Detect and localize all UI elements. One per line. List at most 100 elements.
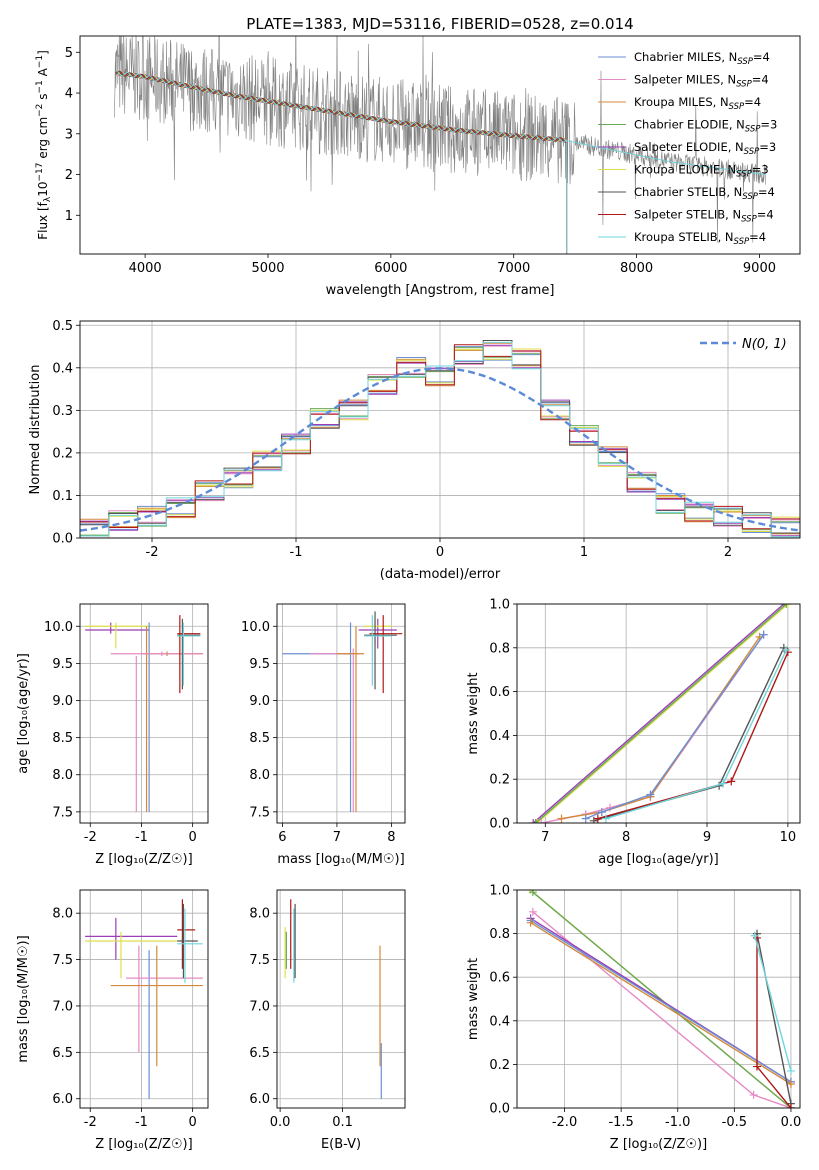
x-tick-label: -2: [84, 1115, 97, 1130]
legend-entry: Salpeter STELIB, NSSP=4: [634, 208, 774, 225]
weight_vs_Z-plot-area: [526, 890, 795, 1108]
plus-marker: [526, 918, 535, 927]
y-label-part: λ: [43, 196, 53, 202]
legend-entry: Kroupa ELODIE, NSSP=3: [634, 163, 769, 180]
y-tick-label: 0.1: [52, 489, 73, 504]
legend-entry: Kroupa MILES, NSSP=4: [634, 95, 761, 112]
x-tick-label: -0.5: [722, 1115, 747, 1130]
mass_vs_ebv-panel: 0.0 0.1 6.0 6.5 7.0 7.5 8.0 E(B-V): [249, 889, 406, 1152]
plus-marker: [719, 779, 728, 788]
y-tick-label: 7.5: [249, 953, 270, 968]
legend-subscript: SSP: [729, 102, 745, 112]
plus-marker: [581, 814, 590, 823]
x-tick-label: 0.0: [781, 1115, 802, 1130]
plus-marker: [749, 1090, 758, 1099]
plus-marker: [646, 790, 655, 799]
x-tick-label: 9000: [743, 261, 776, 276]
spectrum-panel: PLATE=1383, MJD=53116, FIBERID=0528, z=0…: [35, 15, 801, 298]
x-axis-label: Z [log₁₀(Z/Z☉)]: [95, 1137, 192, 1152]
y-axis-label: mass weight: [466, 672, 481, 754]
y-tick-label: 0.8: [489, 927, 510, 942]
y-axis-label: Normed distribution: [28, 365, 43, 495]
legend-text: Salpeter MILES, N: [634, 73, 736, 87]
mass_vs_ebv-plot-area: [284, 899, 382, 1099]
age_vs_mass-plot-area: [282, 611, 403, 812]
y-tick-label: 4: [65, 87, 73, 102]
legend-subscript: SSP: [736, 170, 752, 180]
weight-line: [536, 604, 789, 823]
y-tick-label: 0.4: [52, 361, 73, 376]
x-tick-label: -2.0: [552, 1115, 577, 1130]
y-axis-label: mass [log₁₀(M/M☉)]: [16, 935, 31, 1062]
plus-marker: [752, 1062, 761, 1071]
age_vs_mass-panel: 6 7 8 7.5 8.0 8.5 9.0 9.5 10.0 mass [log₁₀(M/M☉)]: [241, 603, 406, 867]
axes-frame: [276, 603, 406, 824]
legend-entry: Chabrier STELIB, NSSP=4: [634, 185, 775, 202]
plus-marker: [528, 890, 537, 897]
model-spectrum: [115, 71, 568, 254]
axes-frame: [276, 889, 406, 1109]
x-tick-label: -1.5: [608, 1115, 633, 1130]
weight-line: [532, 911, 792, 1108]
plus-marker: [537, 819, 546, 823]
plus-marker: [557, 814, 566, 823]
y-axis-label: Flux [fλ10−17 erg cm−2 s−1 A−1]: [35, 50, 53, 240]
axes-frame: [79, 320, 801, 539]
legend-text: Salpeter STELIB, N: [634, 208, 741, 222]
legend-text: Kroupa STELIB, N: [634, 230, 734, 244]
legend-tail: =4: [757, 208, 774, 222]
plus-marker: [786, 1066, 795, 1075]
plus-marker: [593, 814, 602, 823]
y-label-part: −1: [35, 55, 45, 68]
weight_vs_Z-panel: -2.0 -1.5 -1.0 -0.5 0.0 0.0 0.2 0.4 0.6 0.8 1.0 Z […: [466, 884, 801, 1153]
y-tick-label: 10.0: [241, 620, 270, 635]
y-tick-label: 0.4: [489, 1014, 510, 1029]
legend-tail: =4: [749, 230, 766, 244]
y-tick-label: 10.0: [44, 620, 73, 635]
x-tick-label: 0: [188, 1115, 196, 1130]
histogram-step: [80, 344, 800, 530]
y-tick-label: 1.0: [489, 884, 510, 899]
plus-marker: [529, 819, 538, 823]
y-tick-label: 9.0: [249, 694, 270, 709]
x-tick-label: 8: [622, 830, 630, 845]
x-tick-label: 6000: [374, 261, 407, 276]
weight_vs_age-plot-area: [529, 604, 792, 823]
y-tick-label: 8.0: [52, 907, 73, 922]
x-tick-label: -1.0: [665, 1115, 690, 1130]
x-tick-label: 5000: [251, 261, 284, 276]
y-tick-label: 6.5: [249, 1046, 270, 1061]
weight_vs_age-panel: 7 8 9 10 0.0 0.2 0.4 0.6 0.8 1.0 age [log₁₀(age/yr…: [466, 598, 801, 867]
plus-marker: [727, 777, 736, 786]
legend-subscript: SSP: [744, 147, 760, 157]
plus-marker: [759, 630, 768, 639]
axes-frame: [516, 603, 801, 824]
y-label-part: ]: [36, 50, 50, 55]
plus-marker: [533, 819, 542, 823]
x-tick-label: 9: [703, 830, 711, 845]
weight-line: [535, 604, 787, 823]
y-tick-label: 6.5: [52, 1046, 73, 1061]
x-tick-label: 0.0: [270, 1115, 291, 1130]
x-axis-label: mass [log₁₀(M/M☉)]: [277, 852, 404, 867]
y-tick-label: 7.5: [249, 805, 270, 820]
x-tick-label: 7: [333, 830, 341, 845]
x-tick-label: -2: [146, 545, 159, 560]
legend-tail: =4: [753, 50, 770, 64]
weight-line: [530, 919, 792, 1083]
mass_vs_Z-panel: -2 -1 0 6.0 6.5 7.0 7.5 8.0 Z [log₁₀(Z/Z☉)] mass …: [16, 889, 209, 1152]
age_vs_Z-panel: -2 -1 0 7.5 8.0 8.5 9.0 9.5 10.0 Z [log₁₀(Z/Z☉)] a…: [16, 603, 209, 867]
plus-marker: [589, 816, 598, 823]
model-spectrum: [115, 71, 568, 254]
legend-entry: Kroupa STELIB, NSSP=4: [634, 230, 766, 247]
y-tick-label: 8.0: [52, 768, 73, 783]
y-label-part: −2: [35, 104, 45, 117]
y-label-part: erg cm: [36, 117, 50, 163]
axes-frame: [79, 603, 209, 824]
x-axis-label: E(B-V): [321, 1137, 361, 1152]
histogram-step: [80, 346, 800, 533]
legend-text: Chabrier STELIB, N: [634, 185, 742, 199]
x-tick-label: -1: [135, 1115, 148, 1130]
y-label-part: −1: [35, 80, 45, 93]
